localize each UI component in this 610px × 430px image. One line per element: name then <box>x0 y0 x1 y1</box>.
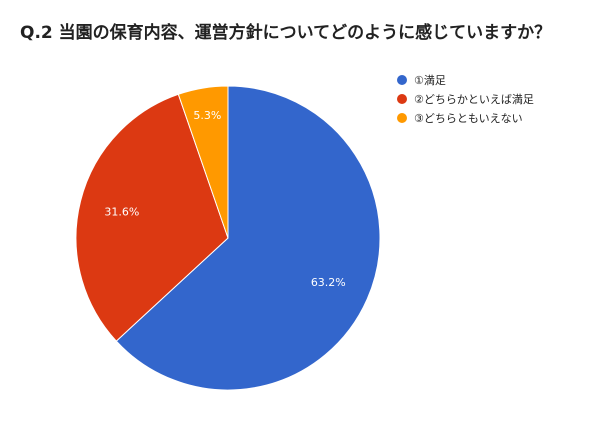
legend-label-somewhat-satisfied: ②どちらかといえば満足 <box>414 92 534 106</box>
chart-title: Q.2 当園の保育内容、運営方針についてどのように感じていますか？ <box>20 23 552 43</box>
legend-swatch-satisfied <box>397 74 407 85</box>
pie-slice-neutral[interactable] <box>177 85 229 239</box>
slice-label-somewhat-satisfied: 31.6% <box>104 205 139 218</box>
pie-slice-satisfied[interactable] <box>115 85 381 391</box>
slice-label-neutral: 5.3% <box>193 109 221 122</box>
legend-swatch-neutral <box>397 112 407 123</box>
legend: ①満足 ②どちらかといえば満足 ③どちらともいえない <box>397 70 534 127</box>
legend-item-satisfied[interactable]: ①満足 <box>397 70 534 89</box>
legend-item-somewhat-satisfied[interactable]: ②どちらかといえば満足 <box>397 89 534 108</box>
slice-label-satisfied: 63.2% <box>311 276 346 289</box>
legend-swatch-somewhat-satisfied <box>397 93 407 104</box>
legend-item-neutral[interactable]: ③どちらともいえない <box>397 108 534 127</box>
legend-label-satisfied: ①満足 <box>414 73 446 87</box>
legend-label-neutral: ③どちらともいえない <box>414 111 523 125</box>
pie-slice-somewhat-satisfied[interactable] <box>75 93 229 342</box>
